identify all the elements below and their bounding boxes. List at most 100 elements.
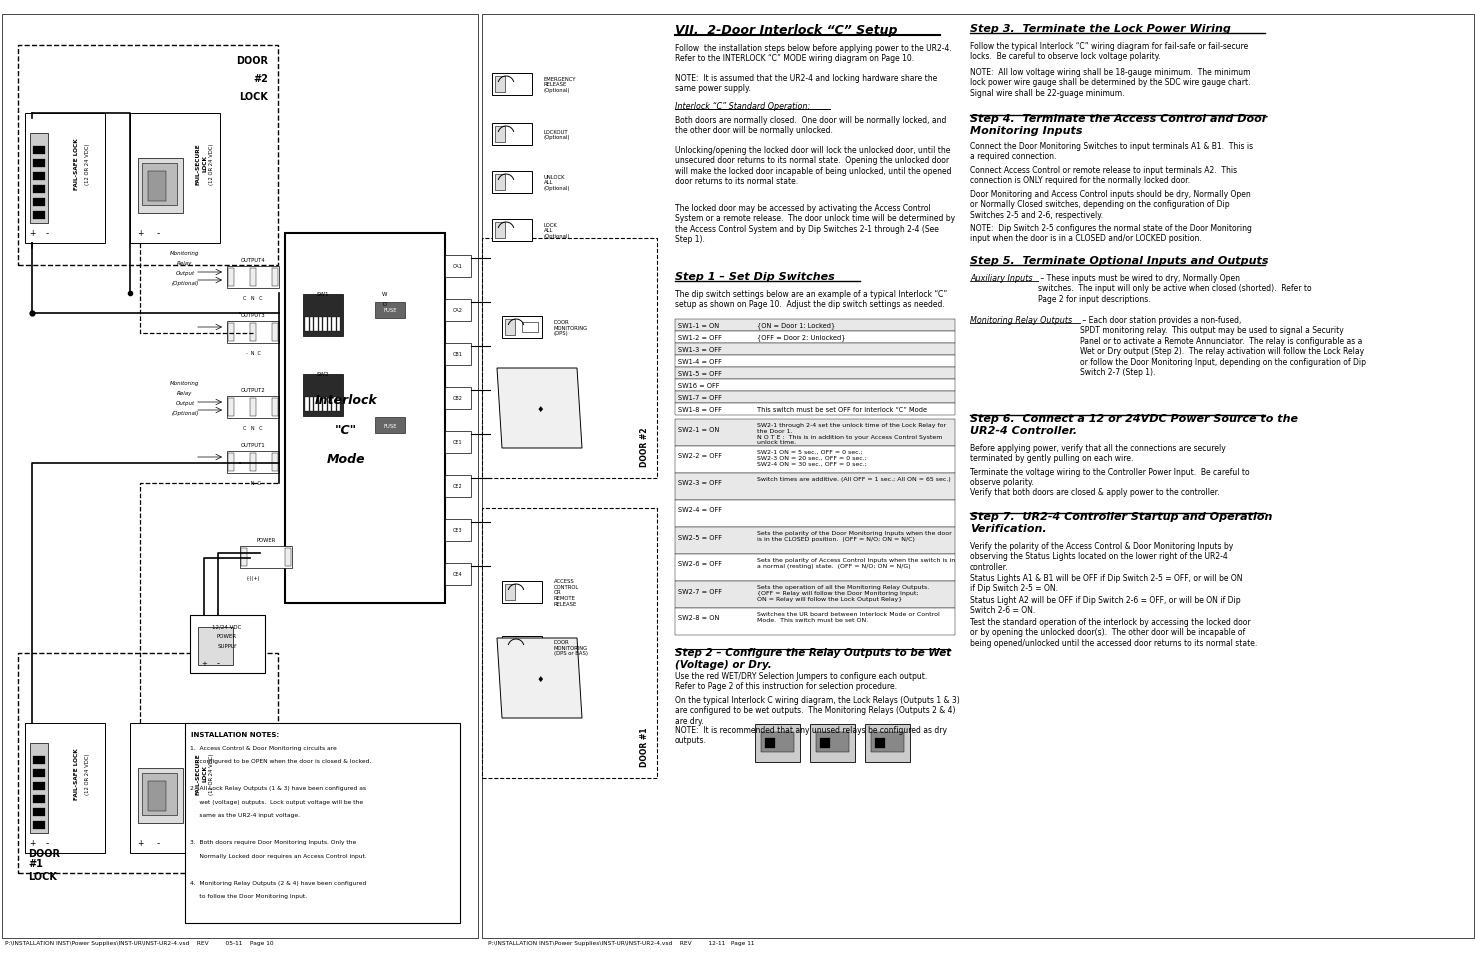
Bar	[319, 397, 322, 412]
Bar	[327, 397, 330, 412]
Text: #2: #2	[254, 74, 268, 84]
Text: SW2-3 = OFF: SW2-3 = OFF	[678, 480, 721, 486]
Bar	[375, 303, 406, 318]
Text: Switches the UR board between Interlock Mode or Control
Mode.  This switch must : Switches the UR board between Interlock …	[757, 612, 940, 622]
Bar	[227, 396, 279, 418]
Text: SW2-2 = OFF: SW2-2 = OFF	[678, 453, 721, 459]
Bar	[32, 821, 46, 829]
Bar	[766, 739, 774, 748]
Text: Terminate the voltage wiring to the Controller Power Input.  Be careful to
obser: Terminate the voltage wiring to the Cont…	[971, 468, 1249, 487]
Bar	[139, 768, 183, 823]
Text: Connect Access Control or remote release to input terminals A2.  This
connection: Connect Access Control or remote release…	[971, 166, 1238, 185]
Text: Follow  the installation steps below before applying power to the UR2-4.
Refer t: Follow the installation steps below befo…	[676, 44, 951, 63]
Bar	[198, 627, 233, 665]
Text: Use the red WET/DRY Selection Jumpers to configure each output.
Refer to Page 2 : Use the red WET/DRY Selection Jumpers to…	[676, 671, 928, 691]
Text: +: +	[30, 230, 35, 238]
Text: VII.  2-Door Interlock “C” Setup: VII. 2-Door Interlock “C” Setup	[676, 24, 897, 37]
Text: ♦: ♦	[537, 404, 544, 413]
Text: -  N  C: - N C	[245, 480, 261, 485]
Text: SW1-4 = OFF: SW1-4 = OFF	[678, 358, 721, 365]
Text: SW1: SW1	[317, 292, 329, 296]
Text: SW2-8 = ON: SW2-8 = ON	[678, 615, 720, 620]
Bar	[25, 113, 105, 244]
Bar	[249, 269, 257, 287]
Text: Sets the operation of all the Monitoring Relay Outputs.
{OFF = Relay will follow: Sets the operation of all the Monitoring…	[757, 584, 929, 601]
Text: LOCK: LOCK	[239, 91, 268, 102]
Text: ♦: ♦	[537, 674, 544, 682]
Text: SW2-7 = OFF: SW2-7 = OFF	[678, 588, 721, 594]
Bar	[336, 317, 341, 332]
Text: – Each door station provides a non-fused,
SPDT monitoring relay.  This output ma: – Each door station provides a non-fused…	[1080, 315, 1366, 376]
Text: SW16 = OFF: SW16 = OFF	[678, 382, 720, 389]
Text: SW2-6 = OFF: SW2-6 = OFF	[678, 561, 721, 567]
Text: CE2: CE2	[453, 484, 463, 489]
Text: Status Lights A1 & B1 will be OFF if Dip Switch 2-5 = OFF, or will be ON
if Dip : Status Lights A1 & B1 will be OFF if Dip…	[971, 574, 1242, 593]
Text: Unlocking/opening the locked door will lock the unlocked door, until the
unsecur: Unlocking/opening the locked door will l…	[676, 146, 951, 186]
Text: DOOR
MONITORING
(DPS): DOOR MONITORING (DPS)	[555, 319, 589, 336]
Text: to follow the Door Monitoring Input.: to follow the Door Monitoring Input.	[190, 894, 307, 899]
Text: Switch times are additive. (All OFF = 1 sec.; All ON = 65 sec.): Switch times are additive. (All OFF = 1 …	[757, 476, 951, 481]
Text: Step 7.  UR2-4 Controller Startup and Operation
Verification.: Step 7. UR2-4 Controller Startup and Ope…	[971, 512, 1273, 533]
Bar	[502, 316, 541, 338]
Text: This switch must be set OFF for interlock “C” Mode: This switch must be set OFF for interloc…	[757, 407, 928, 413]
Text: NOTE:  It is recommended that any unused relays be configured as dry
outputs.: NOTE: It is recommended that any unused …	[676, 725, 947, 744]
Text: (12 OR 24 VDC): (12 OR 24 VDC)	[86, 143, 90, 185]
Text: OUTPUT4: OUTPUT4	[240, 257, 266, 263]
Text: Normally Locked door requires an Access Control input.: Normally Locked door requires an Access …	[190, 853, 367, 858]
Bar	[32, 212, 46, 220]
Text: – These inputs must be wired to dry, Normally Open
switches.  The input will onl: – These inputs must be wired to dry, Nor…	[1038, 274, 1311, 303]
Bar	[32, 147, 46, 154]
Bar	[148, 172, 167, 202]
Text: configured to be OPEN when the door is closed & locked.: configured to be OPEN when the door is c…	[190, 759, 372, 763]
Bar	[229, 454, 235, 472]
Polygon shape	[497, 369, 583, 449]
Text: {ON = Door 1: Locked}: {ON = Door 1: Locked}	[757, 322, 835, 329]
Text: SW1-1 = ON: SW1-1 = ON	[678, 323, 720, 329]
Text: DOOR #2: DOOR #2	[640, 427, 649, 467]
Bar	[676, 447, 954, 474]
Bar	[810, 724, 856, 762]
Bar	[1, 15, 478, 938]
Text: (12 OR 24 VDC): (12 OR 24 VDC)	[209, 143, 214, 185]
Bar	[676, 555, 954, 581]
Bar	[18, 46, 277, 266]
Text: NOTE:  Dip Switch 2-5 configures the normal state of the Door Monitoring
input w: NOTE: Dip Switch 2-5 configures the norm…	[971, 224, 1252, 243]
Text: -  N  C: - N C	[245, 351, 261, 355]
Bar	[32, 199, 46, 207]
Bar	[229, 324, 235, 341]
Bar	[310, 397, 313, 412]
Bar	[676, 368, 954, 379]
Bar	[227, 452, 279, 474]
Bar	[130, 723, 220, 853]
Bar	[482, 239, 656, 478]
Text: CE1: CE1	[453, 440, 463, 445]
Text: Monitoring Relay Outputs: Monitoring Relay Outputs	[971, 315, 1072, 325]
Bar	[271, 269, 277, 287]
Text: LOCK: LOCK	[28, 871, 58, 882]
Text: D: D	[384, 301, 386, 306]
Text: DOOR: DOOR	[236, 56, 268, 66]
Text: wet (voltage) outputs.  Lock output voltage will be the: wet (voltage) outputs. Lock output volta…	[190, 800, 363, 804]
Bar	[249, 324, 257, 341]
Bar	[445, 476, 471, 497]
Bar	[676, 608, 954, 636]
Bar	[493, 220, 532, 242]
Bar	[875, 739, 885, 748]
Text: FAIL-SECURE: FAIL-SECURE	[196, 752, 201, 794]
Bar	[445, 563, 471, 585]
Bar	[18, 654, 277, 873]
Text: NOTE:  All low voltage wiring shall be 18-gauge minimum.  The minimum
lock power: NOTE: All low voltage wiring shall be 18…	[971, 68, 1251, 98]
Text: same as the UR2-4 input voltage.: same as the UR2-4 input voltage.	[190, 813, 299, 818]
Text: LOCK
ALL
(Optional): LOCK ALL (Optional)	[544, 222, 571, 239]
Text: 12/24 VDC: 12/24 VDC	[212, 624, 242, 629]
Bar	[676, 403, 954, 416]
Text: DOOR
MONITORING
(DPS or BAS): DOOR MONITORING (DPS or BAS)	[555, 639, 589, 656]
Text: CB1: CB1	[453, 352, 463, 357]
Bar	[864, 724, 910, 762]
Text: Status Light A2 will be OFF if Dip Switch 2-6 = OFF, or will be ON if Dip
Switch: Status Light A2 will be OFF if Dip Switc…	[971, 596, 1240, 615]
Text: Mode: Mode	[326, 453, 366, 466]
Bar	[30, 133, 49, 224]
Text: FUSE: FUSE	[384, 423, 397, 428]
Bar	[184, 723, 460, 923]
Bar	[445, 255, 471, 277]
